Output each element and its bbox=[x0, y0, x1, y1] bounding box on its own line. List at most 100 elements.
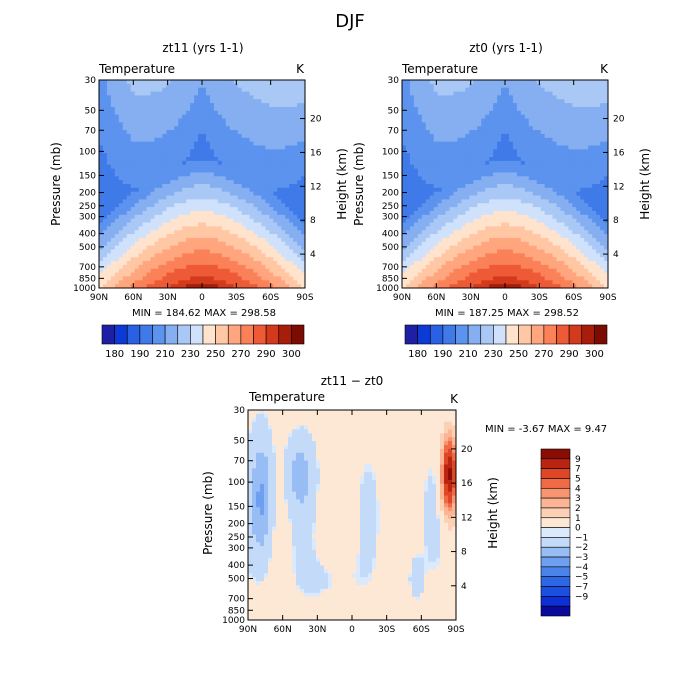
field-cell bbox=[186, 137, 191, 143]
field-cell bbox=[277, 122, 282, 127]
field-cell bbox=[289, 118, 294, 123]
field-cell bbox=[154, 160, 160, 166]
field-cell bbox=[138, 187, 144, 193]
field-cell bbox=[413, 91, 419, 97]
field-cell bbox=[433, 110, 439, 116]
field-cell bbox=[241, 253, 247, 258]
field-cell bbox=[505, 222, 510, 227]
field-cell bbox=[277, 164, 282, 170]
field-cell bbox=[130, 114, 136, 120]
field-cell bbox=[229, 99, 235, 104]
field-cell bbox=[154, 257, 160, 262]
field-cell bbox=[485, 218, 490, 224]
field-cell bbox=[281, 95, 286, 100]
field-cell bbox=[285, 164, 290, 170]
field-cell bbox=[580, 126, 585, 131]
field-cell bbox=[505, 195, 510, 201]
field-cell bbox=[170, 87, 175, 93]
field-cell bbox=[138, 168, 144, 174]
field-cell bbox=[202, 264, 207, 270]
field-cell bbox=[257, 264, 263, 270]
field-cell bbox=[126, 87, 132, 93]
field-cell bbox=[536, 103, 542, 108]
field-cell bbox=[249, 153, 255, 158]
field-cell bbox=[233, 184, 239, 189]
field-cell bbox=[453, 126, 459, 131]
field-cell bbox=[596, 157, 601, 162]
field-cell bbox=[465, 80, 470, 85]
field-cell bbox=[588, 168, 593, 174]
field-cell bbox=[221, 241, 227, 247]
field-cell bbox=[190, 122, 195, 127]
field-cell bbox=[273, 110, 278, 116]
field-cell bbox=[118, 83, 124, 89]
field-cell bbox=[441, 141, 447, 147]
field-cell bbox=[138, 191, 144, 197]
colorbar-swatch bbox=[278, 324, 292, 345]
field-cell bbox=[520, 103, 526, 108]
field-cell bbox=[253, 99, 259, 104]
field-cell bbox=[174, 103, 179, 108]
field-cell bbox=[580, 95, 585, 100]
field-cell bbox=[265, 222, 270, 227]
field-cell bbox=[465, 195, 470, 201]
field-cell bbox=[253, 218, 259, 224]
field-cell bbox=[241, 234, 247, 239]
field-cell bbox=[568, 168, 573, 174]
field-cell bbox=[564, 172, 569, 177]
field-cell bbox=[580, 114, 585, 120]
field-cell bbox=[217, 133, 223, 139]
field-cell bbox=[556, 106, 562, 112]
field-cell bbox=[449, 184, 455, 189]
field-cell bbox=[477, 199, 482, 204]
field-cell bbox=[580, 172, 585, 177]
field-cell bbox=[99, 272, 104, 278]
field-cell bbox=[437, 137, 443, 143]
field-cell bbox=[409, 137, 415, 143]
field-cell bbox=[138, 222, 144, 227]
field-cell bbox=[114, 264, 120, 270]
field-cell bbox=[253, 268, 259, 274]
panel-zt11: zt11 (yrs 1-1) Temperature K 90N 60N 30N 0 3… bbox=[49, 41, 349, 360]
field-cell bbox=[536, 141, 542, 147]
field-cell bbox=[118, 237, 124, 243]
field-cell bbox=[158, 137, 163, 143]
field-cell bbox=[130, 103, 136, 108]
field-cell bbox=[186, 133, 191, 139]
field-cell bbox=[130, 245, 136, 251]
field-cell bbox=[106, 284, 112, 288]
field-cell bbox=[134, 253, 140, 258]
field-cell bbox=[548, 172, 554, 177]
field-cell bbox=[162, 249, 167, 254]
field-cell bbox=[572, 106, 577, 112]
field-cell bbox=[512, 137, 518, 143]
field-cell bbox=[217, 114, 223, 120]
field-cell bbox=[126, 130, 132, 135]
field-cell bbox=[536, 172, 542, 177]
field-cell bbox=[190, 141, 195, 147]
field-cell bbox=[516, 87, 522, 93]
field-cell bbox=[126, 210, 132, 216]
field-cell bbox=[536, 176, 542, 181]
field-cell bbox=[532, 180, 538, 185]
field-cell bbox=[162, 83, 167, 89]
field-cell bbox=[174, 149, 179, 154]
field-cell bbox=[138, 203, 144, 208]
field-cell bbox=[233, 245, 239, 251]
field-cell bbox=[528, 145, 534, 150]
field-cell bbox=[170, 114, 175, 120]
field-cell bbox=[560, 110, 566, 116]
field-cell bbox=[445, 137, 451, 143]
field-cell bbox=[186, 126, 191, 131]
field-cell bbox=[114, 164, 120, 170]
field-cell bbox=[253, 203, 259, 208]
field-cell bbox=[485, 157, 490, 162]
field-cell bbox=[265, 234, 270, 239]
field-cell bbox=[281, 214, 286, 220]
field-cell bbox=[592, 218, 597, 224]
field-cell bbox=[221, 230, 227, 235]
field-cell bbox=[209, 187, 215, 193]
field-cell bbox=[198, 268, 203, 274]
field-cell bbox=[138, 261, 144, 266]
field-cell bbox=[138, 87, 144, 93]
